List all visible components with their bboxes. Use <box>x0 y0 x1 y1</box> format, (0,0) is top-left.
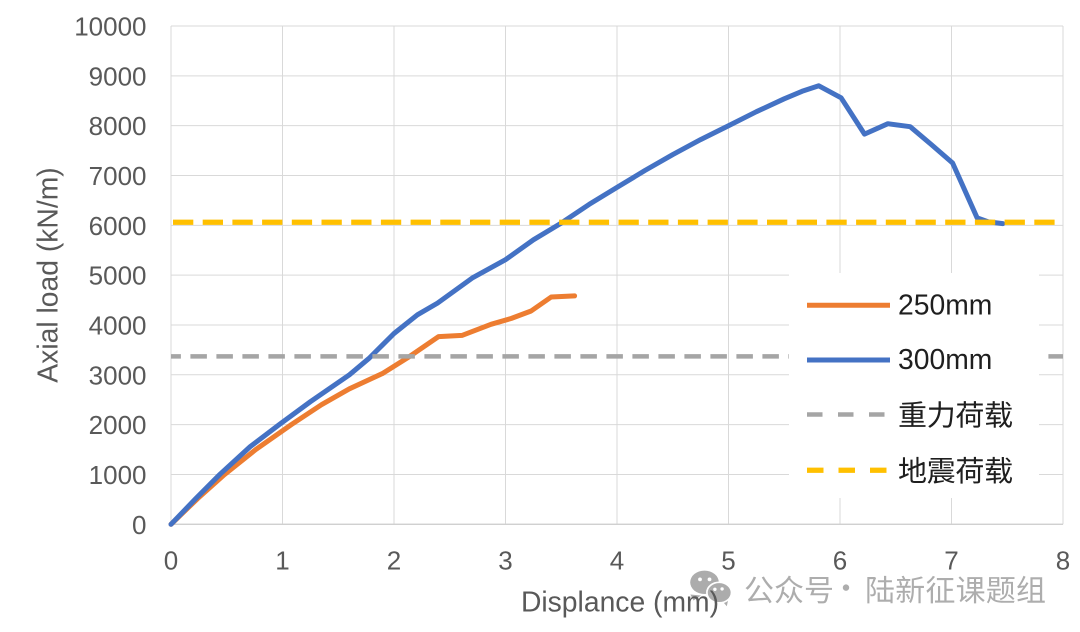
svg-text:9000: 9000 <box>89 61 147 91</box>
svg-text:250mm: 250mm <box>898 288 992 320</box>
svg-text:Displance (mm): Displance (mm) <box>521 586 719 618</box>
svg-text:0: 0 <box>132 510 146 540</box>
svg-text:3000: 3000 <box>89 360 147 390</box>
svg-text:4000: 4000 <box>89 311 147 341</box>
svg-text:5000: 5000 <box>89 261 147 291</box>
svg-text:6000: 6000 <box>89 211 147 241</box>
svg-text:7: 7 <box>944 546 958 576</box>
svg-text:8000: 8000 <box>89 111 147 141</box>
svg-text:2: 2 <box>387 546 401 576</box>
svg-text:4: 4 <box>610 546 624 576</box>
svg-text:8: 8 <box>1056 546 1070 576</box>
svg-text:7000: 7000 <box>89 161 147 191</box>
svg-text:5: 5 <box>721 546 735 576</box>
svg-text:2000: 2000 <box>89 410 147 440</box>
svg-text:300mm: 300mm <box>898 343 992 375</box>
svg-text:1: 1 <box>275 546 289 576</box>
svg-text:10000: 10000 <box>74 12 146 42</box>
svg-text:0: 0 <box>164 546 178 576</box>
svg-text:1000: 1000 <box>89 460 147 490</box>
svg-text:3: 3 <box>498 546 512 576</box>
svg-text:Axial load (kN/m): Axial load (kN/m) <box>32 167 64 382</box>
svg-text:6: 6 <box>833 546 847 576</box>
